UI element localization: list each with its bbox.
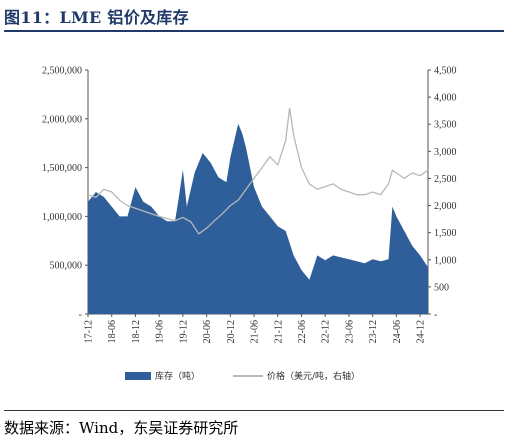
source-note: 数据来源：Wind，东吴证券研究所 bbox=[4, 419, 239, 437]
left-tick-label: 2,000,000 bbox=[42, 114, 82, 125]
x-tick-label: 22-12 bbox=[321, 320, 332, 343]
right-tick-label: 500 bbox=[434, 282, 449, 293]
x-tick-label: 24-12 bbox=[416, 320, 427, 343]
x-tick-label: 18-12 bbox=[131, 320, 142, 343]
left-tick-label: 1,500,000 bbox=[42, 163, 82, 174]
left-tick-label: 1,000,000 bbox=[42, 212, 82, 223]
source-rule bbox=[4, 410, 504, 411]
chart-title: 图11：LME 铝价及库存 bbox=[4, 8, 189, 27]
right-tick-label: 3,000 bbox=[434, 147, 457, 158]
x-tick-label: 24-06 bbox=[392, 320, 403, 343]
x-tick-label: 18-06 bbox=[107, 320, 118, 343]
x-tick-label: 21-06 bbox=[250, 320, 261, 343]
right-tick-label: 4,500 bbox=[434, 66, 457, 77]
x-tick-label: 23-06 bbox=[344, 320, 355, 343]
left-tick-label: 500,000 bbox=[50, 261, 83, 272]
right-tick-label: 2,500 bbox=[434, 174, 457, 185]
x-tick-label: 19-12 bbox=[178, 320, 189, 343]
x-tick-label: 22-06 bbox=[297, 320, 308, 343]
price-line bbox=[87, 107, 429, 235]
x-tick-label: 20-12 bbox=[226, 320, 237, 343]
x-tick-label: 21-12 bbox=[273, 320, 284, 343]
x-tick-label: 20-06 bbox=[202, 320, 213, 343]
right-tick-label: 3,500 bbox=[434, 120, 457, 131]
legend-label-price: 价格（美元/吨，右轴） bbox=[267, 370, 360, 382]
title-rule bbox=[4, 30, 504, 32]
x-tick-label: 17-12 bbox=[84, 320, 95, 343]
x-tick-label: 19-06 bbox=[155, 320, 166, 343]
right-tick-label: - bbox=[434, 310, 437, 321]
right-tick-label: 2,000 bbox=[434, 201, 457, 212]
right-tick-label: 1,000 bbox=[434, 255, 457, 266]
right-tick-label: 1,500 bbox=[434, 228, 457, 239]
legend-swatch-inventory bbox=[125, 372, 151, 380]
left-tick-label: - bbox=[79, 310, 82, 321]
legend-label-inventory: 库存（吨） bbox=[155, 370, 200, 382]
inventory-area bbox=[88, 123, 428, 314]
right-tick-label: 4,000 bbox=[434, 93, 457, 104]
left-tick-label: 2,500,000 bbox=[42, 66, 82, 77]
x-tick-label: 23-12 bbox=[368, 320, 379, 343]
